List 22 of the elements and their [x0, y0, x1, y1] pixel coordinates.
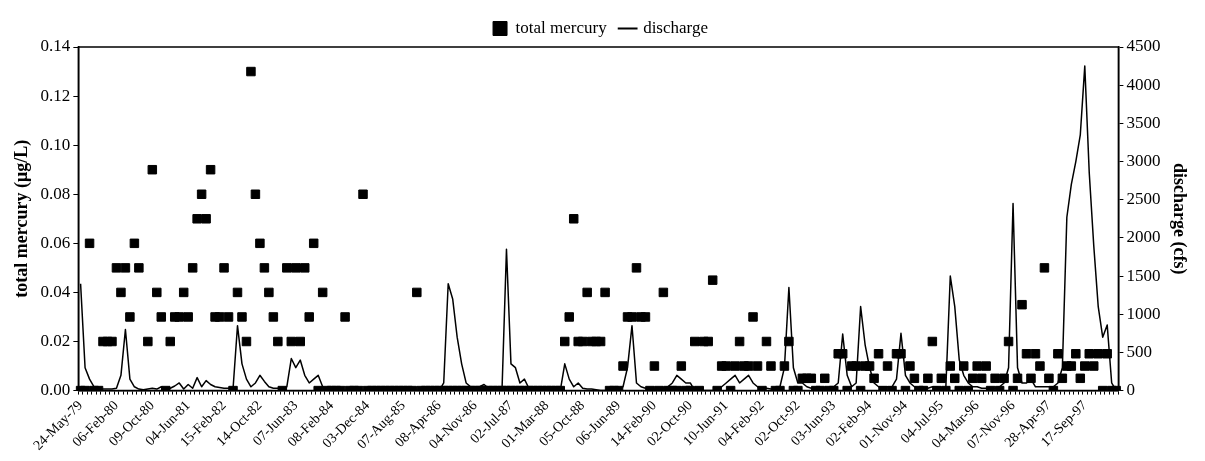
- y-axis-title: total mercury (μg/L): [11, 139, 33, 298]
- y-tick-label: 0.06: [40, 232, 71, 252]
- legend-label: total mercury: [515, 17, 608, 37]
- y2-tick-label: 500: [1126, 341, 1152, 361]
- y2-tick-label: 1500: [1126, 265, 1161, 285]
- y-tick-label: 0.02: [40, 330, 71, 350]
- y2-tick-label: 4500: [1126, 36, 1161, 56]
- y2-axis-title: discharge (cfs): [1168, 163, 1190, 275]
- y2-tick-label: 4000: [1126, 74, 1161, 94]
- y2-tick-label: 3500: [1126, 112, 1161, 132]
- legend-label: discharge: [643, 17, 708, 37]
- y2-tick-label: 0: [1126, 380, 1135, 400]
- y2-tick-label: 3000: [1126, 151, 1161, 170]
- y-tick-label: 0.12: [40, 85, 71, 105]
- y-tick-label: 0.04: [40, 281, 71, 301]
- y2-tick-label: 2500: [1126, 189, 1161, 209]
- y-tick-label: 0.14: [40, 36, 71, 56]
- y-tick-label: 0.08: [40, 183, 71, 203]
- y2-tick-label: 2000: [1126, 227, 1161, 247]
- y-tick-label: 0.00: [40, 380, 71, 400]
- y2-tick-label: 1000: [1126, 303, 1161, 323]
- y-tick-label: 0.10: [40, 134, 71, 154]
